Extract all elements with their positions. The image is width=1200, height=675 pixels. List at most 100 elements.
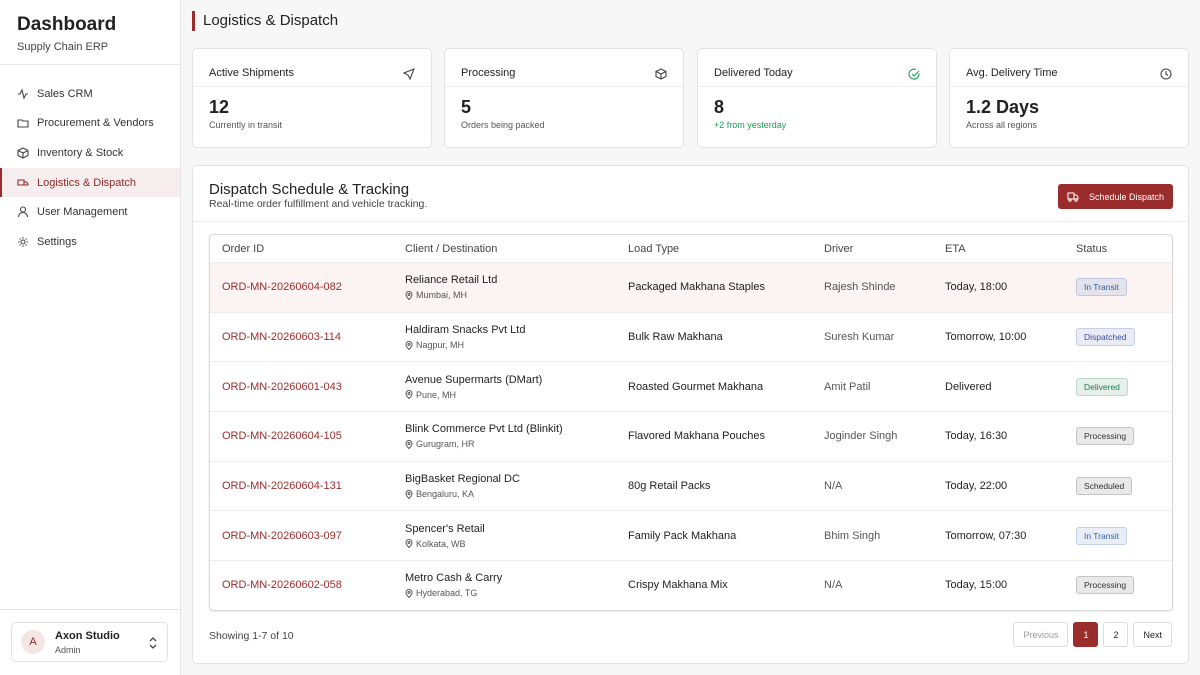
status-cell: Dispatched (1076, 328, 1172, 347)
status-badge: Scheduled (1076, 477, 1133, 496)
nav-item[interactable]: Sales CRM (0, 79, 180, 109)
table-row: ORD-MN-20260603-114 Haldiram Snacks Pvt L… (210, 313, 1172, 363)
order-id[interactable]: ORD-MN-20260604-131 (222, 480, 342, 493)
pin-icon (405, 340, 413, 350)
eta: Today, 15:00 (945, 579, 1008, 592)
client-name: Haldiram Snacks Pvt Ltd (405, 324, 526, 337)
stat-card: Avg. Delivery Time 1.2 Days Across all reg… (949, 48, 1189, 148)
nav-label: Sales CRM (37, 87, 93, 100)
driver: N/A (824, 480, 843, 493)
order-id[interactable]: ORD-MN-20260602-058 (222, 579, 342, 592)
pin-icon (405, 539, 413, 549)
client-cell: Reliance Retail Ltd Mumbai, MH (405, 274, 628, 300)
client-name: Blink Commerce Pvt Ltd (Blinkit) (405, 423, 563, 436)
eta: Today, 16:30 (945, 430, 1008, 443)
load-type: Family Pack Makhana (628, 529, 737, 542)
chevron-icon (149, 637, 157, 649)
schedule-button[interactable]: Schedule Dispatch (1058, 184, 1173, 209)
client-cell: Spencer's Retail Kolkata, WB (405, 523, 628, 549)
status-cell: Scheduled (1076, 477, 1172, 496)
stat-note: Across all regions (966, 120, 1038, 130)
stat-value: 1.2 Days (966, 97, 1040, 117)
nav-label: Settings (37, 235, 77, 248)
nav-item[interactable]: Logistics & Dispatch (0, 167, 180, 198)
nav-label: User Management (37, 206, 128, 219)
order-id[interactable]: ORD-MN-20260603-114 (222, 331, 342, 344)
load-type: Packaged Makhana Staples (628, 281, 765, 294)
stat-note: Currently in transit (209, 120, 283, 130)
table: Order ID Client / Destination Load Type Dri… (209, 234, 1173, 611)
client-name: BigBasket Regional DC (405, 473, 520, 486)
stat-label: Processing (461, 67, 516, 79)
page-title: Logistics & Dispatch (192, 11, 338, 31)
location-text: Nagpur, MH (416, 340, 465, 351)
load-type: 80g Retail Packs (628, 480, 711, 493)
user-menu[interactable]: A Axon Studio Admin (11, 622, 168, 662)
table-header: Order ID Client / Destination Load Type Dri… (210, 235, 1172, 263)
load-type: Flavored Makhana Pouches (628, 430, 765, 443)
client-name: Metro Cash & Carry (405, 572, 503, 585)
order-id[interactable]: ORD-MN-20260601-043 (222, 380, 342, 393)
location: Nagpur, MH (405, 340, 628, 350)
column-header: Order ID (222, 242, 265, 255)
status-badge: Processing (1076, 427, 1135, 446)
table-row: ORD-MN-20260604-131 BigBasket Regional DC… (210, 462, 1172, 512)
order-id[interactable]: ORD-MN-20260604-082 (222, 281, 342, 294)
location: Mumbai, MH (405, 290, 628, 300)
nav-label: Inventory & Stock (37, 146, 124, 159)
driver: Suresh Kumar (824, 331, 895, 344)
status-badge: Dispatched (1076, 328, 1135, 347)
icon (18, 236, 28, 247)
client-cell: Avenue Supermarts (DMart) Pune, MH (405, 374, 628, 400)
order-id[interactable]: ORD-MN-20260604-105 (222, 430, 342, 443)
stat-label: Avg. Delivery Time (966, 67, 1058, 79)
stat-value: 5 (461, 97, 472, 117)
client-cell: BigBasket Regional DC Bengaluru, KA (405, 473, 628, 499)
stat-card: Delivered Today 8 +2 from yesterday (697, 48, 937, 148)
button-label: Schedule Dispatch (1088, 191, 1165, 202)
status-badge: In Transit (1076, 526, 1127, 545)
app-subtitle: Supply Chain ERP (17, 41, 109, 53)
column-header: Client / Destination (405, 242, 498, 255)
status-cell: In Transit (1076, 278, 1172, 297)
client-cell: Metro Cash & Carry Hyderabad, TG (405, 572, 628, 598)
location-text: Hyderabad, TG (416, 588, 478, 599)
order-id[interactable]: ORD-MN-20260603-097 (222, 529, 342, 542)
icon (17, 119, 29, 128)
avatar: A (21, 630, 45, 654)
table-row: ORD-MN-20260604-105 Blink Commerce Pvt Lt… (210, 412, 1172, 462)
page-button[interactable]: Previous (1013, 622, 1069, 647)
nav-item[interactable]: Inventory & Stock (0, 138, 180, 168)
column-header: Driver (824, 242, 854, 255)
page-button[interactable]: Next (1133, 622, 1172, 647)
nav-item[interactable]: Settings (0, 227, 180, 257)
page-button[interactable]: 2 (1103, 622, 1129, 647)
location-text: Bengaluru, KA (416, 489, 475, 500)
stat-value: 12 (209, 97, 230, 117)
nav-item[interactable]: User Management (0, 197, 180, 227)
nav-item[interactable]: Procurement & Vendors (0, 109, 180, 139)
app-title: Dashboard (17, 14, 117, 35)
load-type: Crispy Makhana Mix (628, 579, 728, 592)
status-badge: Processing (1076, 576, 1135, 595)
page-button[interactable]: 1 (1073, 622, 1099, 647)
nav-list: Sales CRM Procurement & Vendors Inventory … (0, 79, 180, 257)
location-text: Kolkata, WB (416, 538, 466, 549)
dispatch-panel: Dispatch Schedule & Tracking Real-time o… (192, 165, 1189, 664)
divider (193, 221, 1188, 222)
divider (950, 86, 1188, 87)
stat-note: +2 from yesterday (714, 120, 787, 130)
driver: Joginder Singh (824, 430, 898, 443)
table-row: ORD-MN-20260604-082 Reliance Retail Ltd Mu… (210, 263, 1172, 313)
sidebar: Dashboard Supply Chain ERP Sales CRM Proc… (0, 0, 181, 675)
divider (0, 64, 180, 65)
eta: Delivered (945, 380, 992, 393)
eta: Tomorrow, 10:00 (945, 331, 1027, 344)
pin-icon (405, 489, 413, 499)
stat-label: Active Shipments (209, 67, 294, 79)
user-role: Admin (55, 644, 81, 655)
location-text: Pune, MH (416, 389, 457, 400)
eta: Today, 22:00 (945, 480, 1008, 493)
divider (193, 86, 431, 87)
panel-subtitle: Real-time order fulfillment and vehicle … (209, 198, 428, 210)
